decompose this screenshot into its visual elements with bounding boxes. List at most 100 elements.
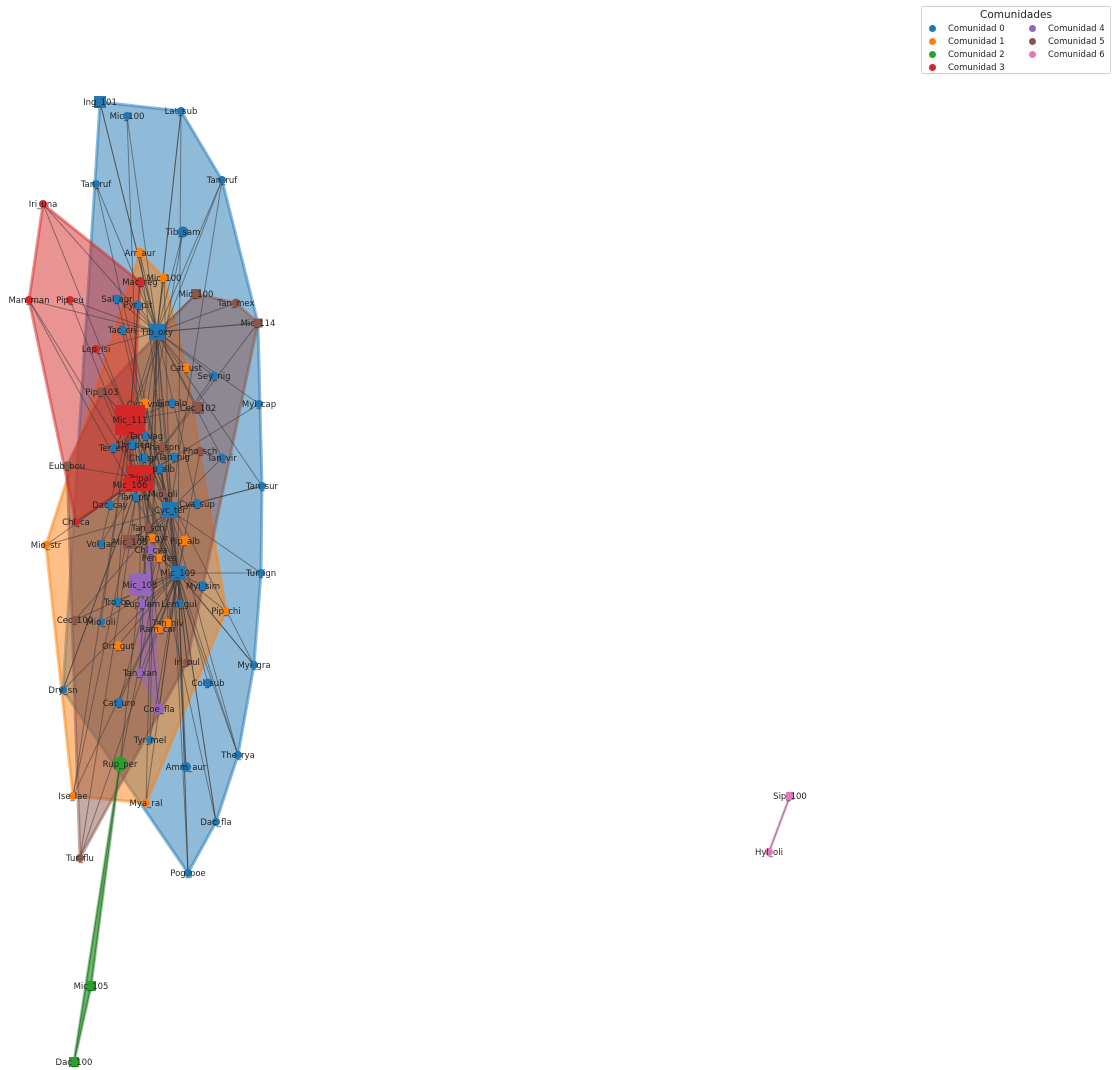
node-marker	[113, 641, 123, 651]
node-marker	[72, 518, 80, 526]
node-label: Cyc_ter	[154, 506, 186, 516]
node-label: Sin_alo	[157, 399, 187, 409]
node-marker	[94, 96, 106, 108]
node-label: Tan_vir	[206, 454, 237, 464]
graph-edge	[45, 509, 171, 546]
node-label: Pip_chi	[211, 607, 240, 617]
node-marker	[128, 440, 138, 450]
node-marker	[115, 405, 145, 435]
graph-edge	[72, 572, 179, 797]
graph-edge	[156, 331, 260, 405]
node-marker	[217, 453, 227, 463]
node-label: Mya_ral	[130, 799, 163, 809]
node-label: Cat_ust	[170, 364, 203, 374]
graph-edge	[177, 110, 182, 574]
community-hull-3	[27, 202, 142, 524]
legend-marker	[929, 64, 936, 71]
node-label: Myi_cap	[242, 400, 276, 410]
graph-edge	[116, 419, 131, 603]
node-marker	[209, 371, 219, 381]
node-marker	[112, 756, 128, 772]
graph-edge	[768, 795, 791, 853]
node-marker	[141, 431, 151, 441]
graph-edge	[74, 509, 171, 621]
node-marker	[76, 854, 84, 862]
node-marker	[133, 300, 143, 310]
legend-entry: Comunidad 4	[1029, 22, 1113, 35]
legend-label: Comunidad 0	[948, 23, 1005, 34]
node-label: Pip_alb	[145, 465, 175, 475]
node-label: Mio_oli	[86, 618, 115, 628]
node-marker	[158, 489, 168, 499]
node-label: Dac_cay	[92, 501, 128, 511]
node-marker	[69, 1057, 79, 1067]
node-marker	[192, 402, 204, 414]
node-marker	[97, 540, 105, 548]
node-label: Iri_pul	[174, 658, 200, 668]
node-marker	[167, 398, 177, 408]
node-marker	[231, 298, 241, 308]
node-marker	[222, 607, 230, 615]
graph-edge	[119, 584, 141, 765]
node-marker	[135, 277, 145, 287]
node-label: Tan_sch	[130, 524, 164, 534]
node-label: Rup_per	[103, 760, 138, 770]
graph-edge	[169, 509, 239, 756]
graph-edge	[117, 572, 179, 647]
graph-edge	[177, 572, 255, 666]
node-label: Pen_des	[142, 554, 177, 564]
node-label: Tro_co	[103, 598, 131, 608]
graph-edge	[62, 477, 141, 691]
node-label: Tan_nig	[157, 453, 190, 463]
graph-edge	[156, 331, 223, 459]
node-label: Chl_sp	[129, 454, 157, 464]
node-label: Mic_108	[123, 581, 158, 591]
node-label: Tan_gyr	[135, 534, 169, 544]
graph-edge	[129, 304, 139, 421]
legend-entries: Comunidad 0 Comunidad 4 Comunidad 1 Comunid…	[922, 22, 1110, 74]
graph-edge	[139, 572, 179, 674]
graph-edge	[177, 572, 217, 823]
node-marker	[765, 848, 773, 856]
node-label: Tan_xan	[122, 669, 157, 679]
node-label: Pha_spn	[144, 443, 179, 453]
node-label: Lem_gui	[161, 600, 197, 610]
node-marker	[123, 112, 131, 120]
node-marker	[97, 387, 107, 397]
graph-edge	[126, 115, 158, 333]
node-marker	[184, 869, 192, 877]
graph-edge	[42, 203, 131, 421]
node-label: Myi_gra	[237, 661, 270, 671]
node-label: Mic_105	[74, 982, 109, 992]
graph-edge	[156, 179, 223, 333]
legend-entry: Comunidad 3	[929, 61, 1029, 74]
graph-edge	[79, 572, 179, 859]
node-marker	[159, 273, 169, 283]
node-label: Mac_reg	[122, 278, 157, 288]
node-marker	[153, 624, 163, 634]
node-label: Tan_sur	[245, 482, 278, 492]
node-label: Tripal	[128, 474, 152, 484]
legend-entry: Comunidad 5	[1029, 35, 1113, 48]
node-label: Tur_ign	[245, 569, 276, 579]
node-label: Cat_uro	[103, 699, 136, 709]
node-marker	[117, 325, 127, 335]
node-label: Mic_114	[241, 319, 276, 329]
node-marker	[146, 736, 154, 744]
graph-edge	[156, 302, 237, 333]
graph-edge	[129, 419, 186, 542]
node-label: Tib_oxy	[140, 328, 173, 338]
node-marker	[142, 799, 150, 807]
node-marker	[143, 523, 153, 533]
legend-label: Comunidad 6	[1048, 49, 1105, 60]
node-marker	[138, 453, 148, 463]
graph-edge	[100, 419, 131, 545]
graph-edge	[156, 331, 179, 574]
node-label: Thr_pec	[115, 441, 150, 451]
legend-title: Comunidades	[980, 9, 1052, 21]
graph-edge	[62, 572, 179, 691]
graph-edge	[72, 419, 131, 797]
node-marker	[42, 541, 50, 549]
node-label: Sip_100	[773, 792, 807, 802]
node-label: Tib_sam	[165, 228, 201, 238]
